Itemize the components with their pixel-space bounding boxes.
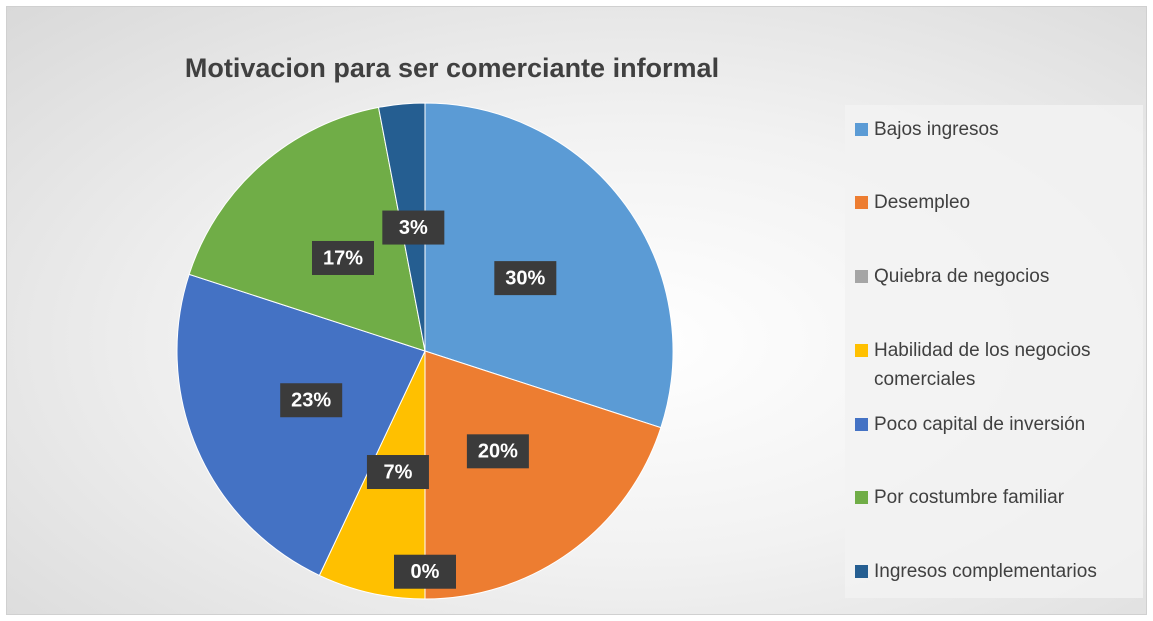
pie-slice bbox=[424, 350, 662, 600]
legend-swatch bbox=[855, 270, 868, 283]
data-label-box bbox=[394, 554, 456, 589]
legend-swatch bbox=[855, 344, 868, 357]
legend-label: Ingresos complementarios bbox=[874, 561, 1097, 582]
legend-label: Bajos ingresos bbox=[874, 119, 999, 140]
data-label: 20% bbox=[478, 441, 518, 463]
legend-item: Habilidad de los negocios comerciales bbox=[855, 336, 1140, 394]
legend-swatch bbox=[855, 565, 868, 578]
data-label: 23% bbox=[291, 390, 331, 412]
legend-item: Por costumbre familiar bbox=[855, 483, 1140, 512]
data-label-box bbox=[382, 210, 445, 245]
data-label-box bbox=[494, 261, 557, 296]
legend-swatch bbox=[855, 196, 868, 209]
legend-item: Poco capital de inversión bbox=[855, 410, 1140, 439]
slices bbox=[176, 102, 674, 600]
legend-label: Por costumbre familiar bbox=[874, 487, 1065, 508]
legend: Bajos ingresos Desempleo Quiebra de negoci… bbox=[845, 105, 1143, 598]
legend-label: Poco capital de inversión bbox=[874, 414, 1086, 435]
legend-item: Desempleo bbox=[855, 188, 1140, 217]
pie-slice bbox=[176, 273, 426, 577]
data-label: 3% bbox=[399, 217, 428, 239]
legend-swatch bbox=[855, 491, 868, 504]
data-label-box bbox=[466, 434, 529, 469]
data-label: 17% bbox=[323, 247, 363, 269]
data-label-box bbox=[280, 383, 343, 418]
legend-swatch bbox=[855, 418, 868, 431]
pie-slice bbox=[188, 106, 426, 352]
legend-label: Desempleo bbox=[874, 192, 971, 213]
legend-swatch bbox=[855, 123, 868, 136]
chart-title: Motivacion para ser comerciante informal bbox=[185, 53, 719, 83]
legend-item: Bajos ingresos bbox=[855, 115, 1140, 144]
legend-item: Ingresos complementarios bbox=[855, 557, 1140, 586]
data-label: 30% bbox=[505, 267, 545, 289]
data-label: 7% bbox=[383, 461, 412, 483]
legend-label: Quiebra de negocios bbox=[874, 266, 1050, 287]
data-label-box bbox=[366, 455, 429, 490]
legend-label: Habilidad de los negocios comerciales bbox=[874, 340, 1091, 390]
legend-item: Quiebra de negocios bbox=[855, 262, 1140, 291]
data-label: 0% bbox=[411, 561, 440, 583]
data-label-box bbox=[311, 240, 374, 275]
